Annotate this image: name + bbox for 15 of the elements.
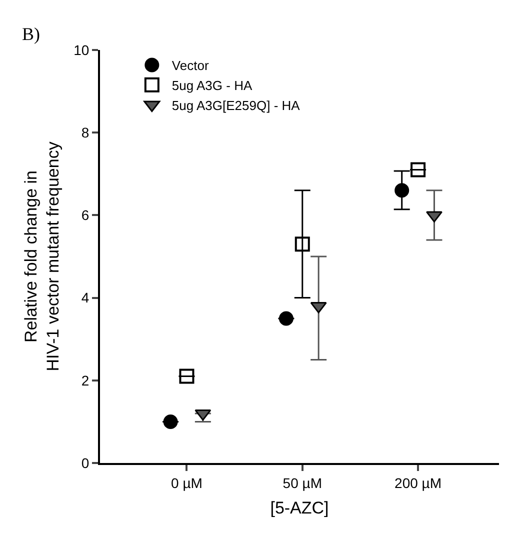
y-tick-label: 4 xyxy=(81,290,90,306)
y-tick-label: 2 xyxy=(81,372,90,388)
x-axis-title: [5-AZC] xyxy=(270,498,329,518)
x-tick-label: 0 µM xyxy=(171,474,202,491)
y-tick-label: 8 xyxy=(81,124,90,140)
y-tick-label: 6 xyxy=(81,207,90,224)
legend-label: 5ug A3G[E259Q] - HA xyxy=(172,98,300,113)
legend-label: 5ug A3G - HA xyxy=(172,78,252,93)
y-axis-title: Relative fold change in HIV-1 vector mutant frequency xyxy=(22,141,63,372)
legend-label: Vector xyxy=(172,58,210,74)
y-tick-label: 10 xyxy=(74,42,90,58)
chart-title: B) xyxy=(22,24,40,44)
x-tick-label: 50 µM xyxy=(282,474,322,491)
x-tick-label: 200 µM xyxy=(394,474,442,491)
y-tick-label: 0 xyxy=(81,454,90,471)
